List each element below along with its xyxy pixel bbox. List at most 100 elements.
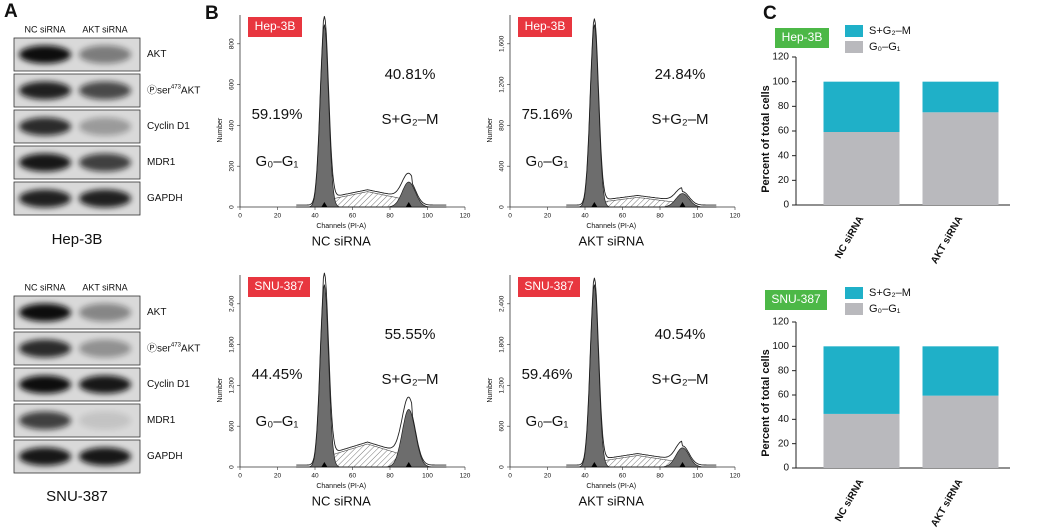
x-axis-title: Channels (PI-A): [586, 223, 636, 230]
y-tick-label: 20: [778, 175, 790, 186]
blot-band: [19, 303, 71, 322]
protein-label: Ⓟser473AKT: [147, 342, 200, 354]
lane-label: AKT siRNA: [82, 282, 127, 292]
g0g1-label: G₀–G₁: [256, 153, 299, 170]
g0g1-percent: 59.46%: [522, 366, 573, 383]
protein-label: Ⓟser473AKT: [147, 84, 200, 96]
y-axis-title: Number: [487, 117, 494, 143]
y-tick-label: 40: [778, 414, 790, 425]
peak-marker: [679, 202, 686, 207]
x-axis-title: Channels (PI-A): [316, 223, 366, 230]
blot-band: [79, 375, 131, 394]
condition-caption: AKT siRNA: [579, 233, 645, 248]
cell-line-badge: [248, 277, 310, 297]
peak-marker: [591, 202, 598, 207]
protein-label: Cyclin D1: [147, 121, 190, 132]
blot-band: [19, 447, 71, 466]
panel-label: A: [4, 1, 18, 22]
y-tick-label: 1,200: [499, 76, 506, 93]
sg2m-percent: 24.84%: [655, 66, 706, 83]
y-tick-label: 400: [229, 120, 236, 131]
lane-label: NC siRNA: [24, 282, 65, 292]
label-part: Ⓟser: [147, 342, 172, 354]
cell-line-badge-text: SNU-387: [771, 292, 821, 306]
y-tick-label: 0: [229, 465, 236, 469]
blot-band: [79, 339, 131, 358]
cell-line-badge-text: SNU-387: [254, 279, 304, 293]
blot-band: [19, 117, 71, 136]
panel-label: C: [763, 3, 777, 24]
x-tick-label: 40: [311, 213, 319, 220]
x-tick-label: 120: [730, 213, 741, 220]
y-tick-label: 120: [772, 317, 789, 328]
x-tick-label: 120: [460, 213, 471, 220]
blot-band: [79, 117, 131, 136]
blot-band: [79, 153, 131, 172]
x-tick-label: 60: [619, 213, 627, 220]
x-tick-label: 20: [544, 213, 552, 220]
x-tick-label: 120: [460, 473, 471, 480]
protein-label: MDR1: [147, 415, 176, 426]
protein-label: GAPDH: [147, 451, 183, 462]
y-axis-title: Number: [217, 377, 224, 403]
x-tick-label: 80: [656, 213, 664, 220]
legend-swatch: [845, 287, 863, 299]
sg2m-label: S+G₂–M: [651, 111, 708, 128]
protein-label: MDR1: [147, 157, 176, 168]
x-tick-label: 100: [422, 473, 433, 480]
x-axis-title: Channels (PI-A): [316, 483, 366, 490]
lane-label: NC siRNA: [24, 24, 65, 34]
hist-envelope: [296, 272, 447, 466]
x-tick-label: 100: [692, 213, 703, 220]
blot-band: [19, 153, 71, 172]
x-tick-label: 0: [238, 213, 242, 220]
y-tick-label: 60: [778, 126, 790, 137]
y-tick-label: 400: [499, 160, 506, 171]
hist-envelope: [566, 18, 717, 206]
peak-marker: [679, 462, 686, 467]
panel-label: B: [205, 3, 219, 24]
x-tick-label: 0: [508, 213, 512, 220]
label-part: AKT: [181, 343, 200, 354]
cell-line-badge: [775, 28, 829, 48]
blot-band: [79, 81, 131, 100]
bar-segment: [823, 81, 900, 132]
sg2m-label: S+G₂–M: [651, 371, 708, 388]
protein-label: GAPDH: [147, 193, 183, 204]
y-axis-title: Number: [217, 117, 224, 143]
sg2m-label: S+G₂–M: [381, 111, 438, 128]
y-axis-title: Percent of total cells: [760, 349, 772, 457]
peak-marker: [405, 462, 412, 467]
x-tick-label: NC siRNA: [833, 477, 866, 523]
label-part: AKT: [181, 85, 200, 96]
legend-label: S+G₂–M: [869, 25, 911, 37]
x-tick-label: AKT siRNA: [929, 214, 965, 266]
legend-swatch: [845, 41, 863, 53]
y-tick-label: 800: [499, 120, 506, 131]
bar-segment: [823, 413, 900, 468]
y-tick-label: 0: [499, 205, 506, 209]
y-axis-title: Number: [487, 377, 494, 403]
y-tick-label: 100: [772, 341, 789, 352]
legend-label: G₀–G₁: [869, 303, 901, 315]
x-tick-label: 40: [581, 213, 589, 220]
cell-line-badge: [248, 17, 302, 37]
y-tick-label: 0: [783, 463, 789, 474]
y-tick-label: 80: [778, 101, 790, 112]
blot-band: [79, 303, 131, 322]
legend-swatch: [845, 25, 863, 37]
y-axis-title: Percent of total cells: [760, 85, 772, 193]
x-tick-label: 20: [274, 473, 282, 480]
g0g1-percent: 75.16%: [522, 106, 573, 123]
blot-band: [79, 447, 131, 466]
x-tick-label: 40: [581, 473, 589, 480]
protein-label: Cyclin D1: [147, 379, 190, 390]
x-tick-label: 80: [386, 213, 394, 220]
g0g1-label: G₀–G₁: [526, 153, 569, 170]
y-tick-label: 2,400: [229, 295, 236, 312]
blot-band: [19, 411, 71, 430]
x-tick-label: 80: [656, 473, 664, 480]
blot-band: [19, 81, 71, 100]
bar-segment: [922, 112, 999, 205]
